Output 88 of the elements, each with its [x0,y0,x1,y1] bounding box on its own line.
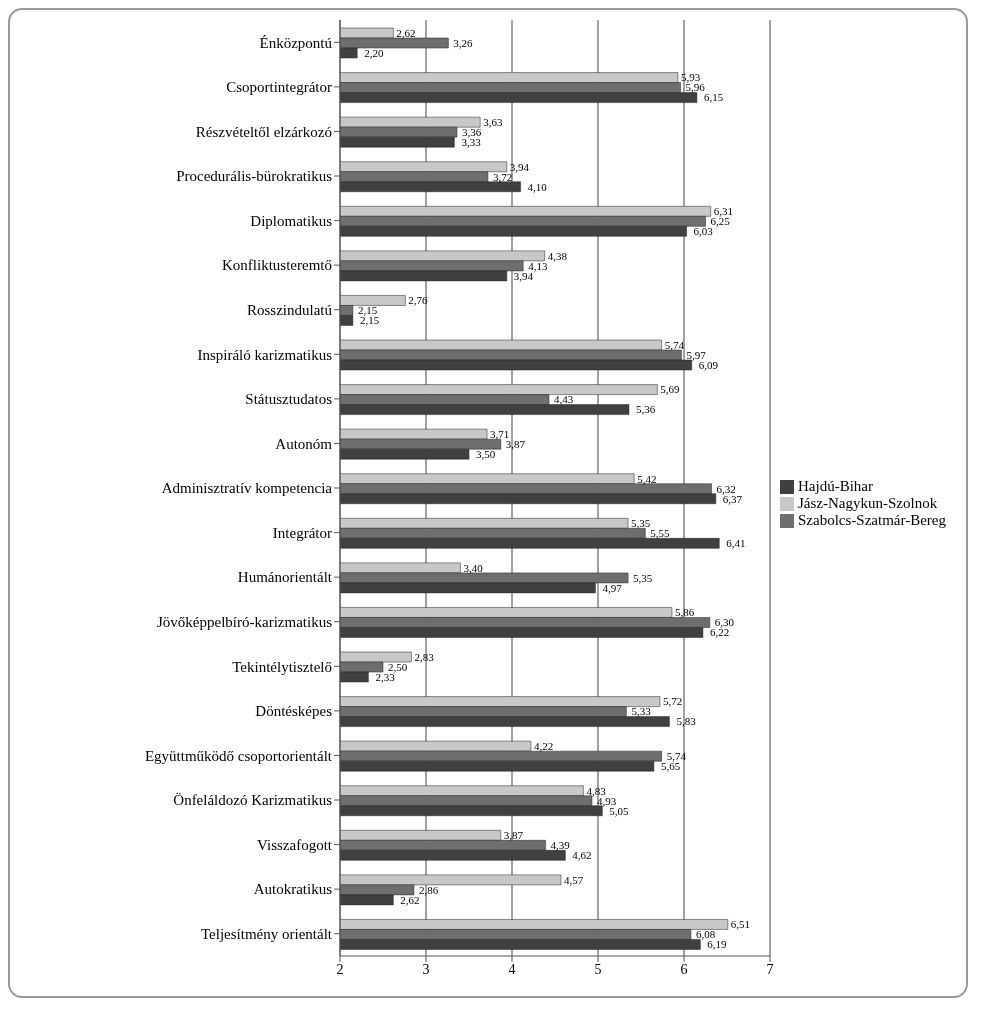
data-label: 4,83 [586,784,607,797]
data-label: 4,22 [533,740,554,753]
y-tick-label: Rosszindulatú [247,302,333,319]
data-label: 6,08 [695,928,716,941]
y-tick-label: Csoportintegrátor [226,79,332,96]
legend-label: Szabolcs-Szatmár-Bereg [798,511,946,528]
data-label: 2,76 [408,294,429,307]
data-label: 5,93 [680,71,701,84]
data-label: 2,62 [400,893,420,906]
data-label: 2,86 [418,883,439,896]
x-tick-label: 3 [422,961,430,977]
data-label: 6,31 [713,205,733,218]
x-tick-label: 6 [680,961,688,977]
data-label: 5,74 [664,338,685,351]
data-label: 5,74 [666,750,687,763]
y-tick-label: Diplomatikus [250,212,333,229]
y-tick-label: Énközpontú [259,34,333,51]
x-tick-label: 7 [766,961,774,977]
legend-label: Jász-Nagykun-Szolnok [798,494,938,511]
data-label: 2,50 [388,660,408,673]
data-label: 4,10 [527,180,548,193]
data-label: 3,40 [463,561,484,574]
data-label: 2,62 [396,26,416,39]
data-label: 5,86 [674,606,695,619]
y-tick-label: Jövőképpelbíró-karizmatikus [157,614,333,631]
y-tick-label: Adminisztratív kompetencia [161,480,333,497]
y-tick-label: Visszafogott [257,836,333,853]
y-tick-label: Döntésképes [255,703,333,720]
y-tick-label: Részvételtől elzárkozó [195,123,332,140]
x-tick-label: 5 [594,961,602,977]
data-label: 6,25 [710,215,731,228]
data-label: 5,55 [650,527,671,540]
data-label: 4,93 [596,794,617,807]
data-label: 2,15 [357,304,378,317]
y-tick-label: Státusztudatos [245,391,333,408]
data-label: 4,97 [602,581,623,594]
y-tick-label: Teljesítmény orientált [201,926,333,943]
data-label: 3,33 [461,136,482,149]
data-label: 4,43 [553,393,574,406]
data-label: 6,15 [703,91,724,104]
data-label: 3,87 [505,438,526,451]
x-tick-label: 4 [508,961,516,977]
x-tick-label: 2 [336,961,344,977]
data-label: 6,19 [707,938,728,951]
data-label: 3,94 [509,160,530,173]
data-label: 5,65 [660,760,681,773]
y-tick-label: Autokratikus [253,881,333,898]
data-label: 3,50 [476,448,496,461]
data-label: 6,51 [730,918,751,931]
data-label: 5,72 [662,695,683,708]
y-tick-label: Inspiráló karizmatikus [197,346,333,363]
data-label: 4,13 [528,259,548,272]
data-label: 3,94 [513,269,534,282]
data-label: 5,69 [660,383,681,396]
data-label: 5,35 [631,517,651,530]
data-label: 3,26 [453,36,474,49]
y-tick-label: Integrátor [272,524,332,541]
data-label: 4,62 [572,849,592,862]
data-label: 3,36 [461,126,482,139]
data-label: 3,71 [490,428,510,441]
data-label: 5,35 [633,571,653,584]
data-label: 2,83 [414,650,435,663]
data-label: 2,20 [364,46,384,59]
data-label: 4,39 [550,839,571,852]
y-tick-label: Autonóm [275,435,333,452]
data-label: 3,72 [492,170,513,183]
data-label: 6,32 [716,482,736,495]
data-label: 6,41 [726,537,746,550]
data-label: 6,30 [714,616,735,629]
data-label: 6,09 [698,358,719,371]
y-tick-label: Együttműködő csoportorientált [144,747,333,764]
data-label: 3,63 [483,116,503,129]
data-label: 4,57 [564,873,584,886]
data-label: 5,83 [676,715,697,728]
data-label: 5,05 [609,804,630,817]
y-tick-label: Humánorientált [237,569,333,586]
data-label: 6,03 [693,225,714,238]
y-tick-label: Önfeláldozó Karizmatikus [173,792,333,809]
legend-label: Hajdú-Bihar [798,477,873,494]
y-tick-label: Tekintélytisztelő [232,658,332,675]
data-label: 5,36 [635,403,656,416]
data-label: 5,42 [637,472,657,485]
data-label: 5,33 [631,705,652,718]
data-label: 4,38 [547,249,568,262]
y-tick-label: Konfliktusteremtő [222,257,332,274]
y-tick-label: Procedurális-bürokratikus [176,168,333,185]
data-label: 5,97 [686,348,707,361]
data-label: 3,87 [503,829,524,842]
